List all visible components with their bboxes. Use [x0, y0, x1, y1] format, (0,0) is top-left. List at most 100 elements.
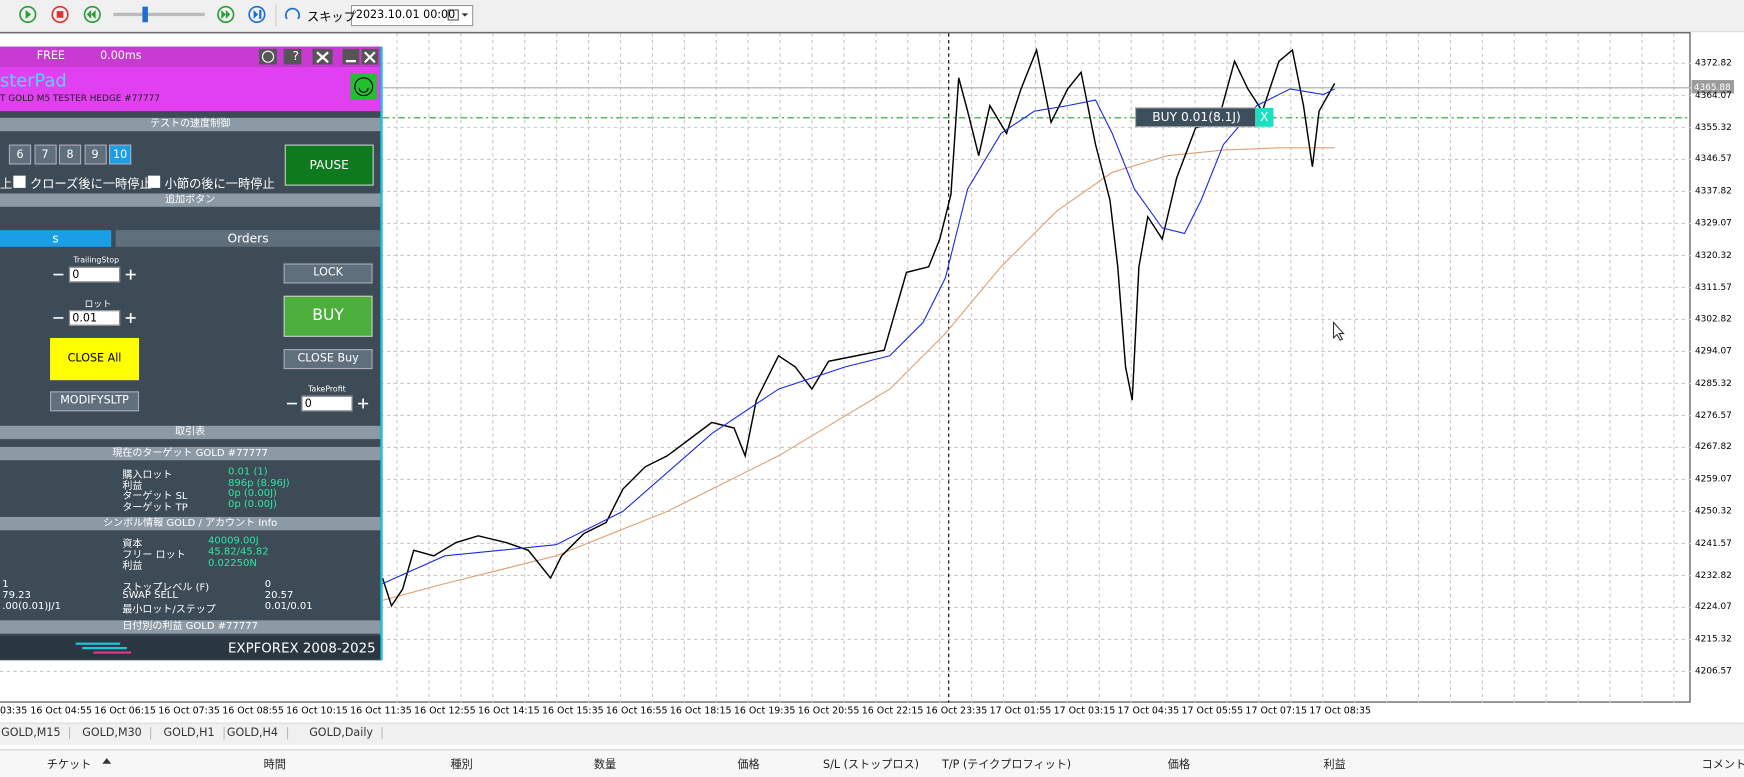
- checkbox[interactable]: [147, 175, 161, 188]
- plus[interactable]: [125, 312, 136, 323]
- sort-indicator[interactable]: [101, 757, 112, 766]
- date-box[interactable]: [350, 5, 474, 27]
- column-header[interactable]: 価格: [737, 759, 760, 772]
- buy-button[interactable]: BUY: [283, 295, 373, 337]
- section-header[interactable]: 取引表: [0, 425, 381, 440]
- plus[interactable]: [125, 269, 136, 280]
- time-label: 16 Oct 16:55: [605, 705, 668, 718]
- info-label: ターゲット TP: [122, 501, 188, 514]
- symbol-tabs: [0, 722, 1744, 745]
- info-label: フリー ロット: [122, 550, 186, 562]
- symbol-tab[interactable]: GOLD,Daily: [309, 727, 384, 740]
- symbol-tab[interactable]: GOLD,H1: [163, 727, 225, 740]
- rewind-icon[interactable]: [83, 5, 101, 24]
- column-header[interactable]: S/L (ストップロス): [823, 759, 919, 772]
- tp-input[interactable]: 0: [301, 395, 353, 412]
- symbol-tab[interactable]: GOLD,M15: [1, 727, 71, 740]
- tab[interactable]: s: [0, 230, 112, 247]
- info-label: ストップレベル (F): [122, 582, 210, 594]
- speed-button[interactable]: 7: [33, 144, 57, 165]
- close-buy-button[interactable]: CLOSE Buy: [283, 349, 373, 370]
- close-all-button[interactable]: CLOSE All: [50, 337, 140, 381]
- column-header[interactable]: チケット: [46, 759, 92, 772]
- order-close[interactable]: X: [1260, 110, 1269, 125]
- chart-area: [0, 32, 1691, 703]
- column-header[interactable]: 種別: [450, 759, 473, 772]
- table-header: [0, 749, 1744, 777]
- symbol-tab[interactable]: GOLD,H4: [227, 727, 289, 740]
- trailing-label: TrailingStop: [73, 255, 120, 265]
- price-label: 4320.32: [1694, 249, 1732, 260]
- price-label: 4276.57: [1694, 409, 1732, 420]
- speed-button[interactable]: 6: [8, 144, 32, 165]
- panel-title: sterPad: [0, 70, 67, 92]
- time-label: 16 Oct 04:55: [30, 705, 92, 718]
- forward-icon[interactable]: [217, 5, 235, 24]
- speed-button[interactable]: 8: [58, 144, 82, 165]
- price-label: 4250.32: [1694, 505, 1732, 516]
- toolbar: [0, 0, 1744, 33]
- column-header[interactable]: T/P (テイクプロフィット): [942, 759, 1072, 772]
- info-value: 40009.00J: [207, 535, 259, 547]
- section-header[interactable]: 現在のターゲット GOLD #77777: [0, 446, 381, 461]
- column-header[interactable]: 時間: [263, 759, 286, 772]
- play-icon[interactable]: [19, 5, 37, 24]
- latency: 0.00ms: [100, 50, 142, 63]
- column-header[interactable]: 数量: [593, 759, 617, 772]
- current-price-box: [1691, 80, 1734, 94]
- toolbar-icons: [19, 4, 474, 27]
- column-header[interactable]: 利益: [1323, 759, 1346, 772]
- speed-button[interactable]: 10: [108, 144, 132, 165]
- time-label: 17 Oct 05:55: [1181, 705, 1244, 718]
- skip-label[interactable]: スキップ: [306, 10, 356, 25]
- help-icon[interactable]: [283, 48, 302, 65]
- lock-button[interactable]: LOCK: [283, 263, 373, 284]
- plus[interactable]: [358, 398, 369, 409]
- price-path: [381, 47, 1336, 608]
- price-label: 4329.07: [1694, 217, 1732, 228]
- lot-input[interactable]: 0.01: [68, 310, 121, 326]
- time-label: 16 Oct 23:35: [925, 705, 988, 718]
- section-header[interactable]: シンボル情報 GOLD / アカウント Info: [0, 516, 381, 531]
- step-icon[interactable]: [248, 5, 266, 24]
- ma-fast: [382, 88, 1335, 585]
- section-header[interactable]: 日付別の利益 GOLD #77777: [0, 620, 381, 634]
- footer-text: EXPFOREX 2008-2025: [228, 640, 376, 656]
- price-label: 4355.32: [1694, 121, 1732, 132]
- checkbox[interactable]: [13, 175, 26, 188]
- price-label: 4232.82: [1694, 569, 1732, 580]
- section-header[interactable]: テストの速度制御: [0, 117, 381, 132]
- check-bar[interactable]: 小節の後に一時停止: [164, 176, 275, 192]
- info-value: 0.02250N: [207, 558, 257, 570]
- ma-slow: [382, 147, 1335, 601]
- symbol-tab[interactable]: GOLD,M30: [82, 727, 152, 740]
- info-label: 最小ロット/ステップ: [122, 604, 216, 616]
- info-value: 0p (0.00J): [228, 498, 277, 510]
- info-label: 利益: [122, 561, 143, 573]
- stop-icon[interactable]: [51, 5, 69, 24]
- modify-button[interactable]: MODIFYSLTP: [50, 391, 140, 412]
- order-close-button[interactable]: [1255, 107, 1274, 127]
- trailing-input[interactable]: 0: [68, 266, 121, 283]
- price-label: 4372.82: [1694, 57, 1732, 68]
- column-header[interactable]: 価格: [1167, 759, 1191, 772]
- column-header[interactable]: コメント: [1701, 759, 1744, 772]
- date-value[interactable]: 2023.10.01 00:00: [355, 8, 456, 22]
- help-text[interactable]: ?: [292, 48, 300, 64]
- time-label: 16 Oct 06:15: [94, 705, 156, 718]
- order-label[interactable]: BUY 0.01(8.1J): [1152, 110, 1241, 125]
- info-value: 0.01 (1): [228, 466, 268, 479]
- tab[interactable]: Orders: [115, 230, 381, 247]
- section-header[interactable]: 追加ボタン: [0, 193, 381, 207]
- speed-button[interactable]: 9: [83, 144, 107, 165]
- price-label: 4346.57: [1694, 153, 1732, 164]
- check-close[interactable]: クローズ後に一時停止: [30, 176, 152, 192]
- time-label: 16 Oct 19:35: [733, 705, 796, 718]
- info-value: 0: [264, 579, 272, 591]
- info-value: .00(0.01)J/1: [2, 601, 61, 613]
- price-label: 4285.32: [1694, 377, 1732, 388]
- pause-button[interactable]: PAUSE: [284, 144, 374, 186]
- info-label: ターゲット SL: [122, 491, 188, 503]
- price-label: 4302.82: [1694, 313, 1732, 324]
